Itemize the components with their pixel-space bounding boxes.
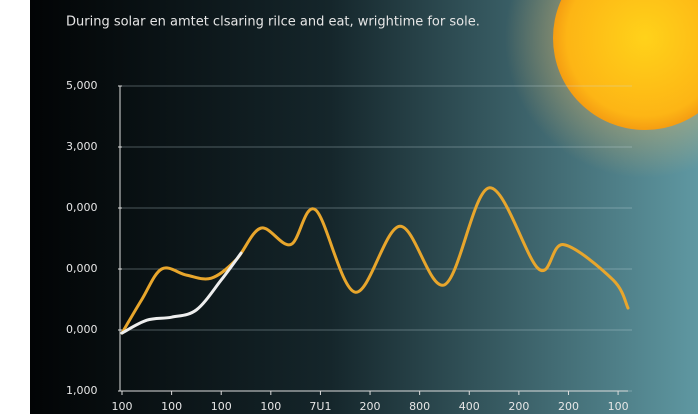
y-tick-label: 1,000 (66, 384, 98, 397)
y-tick-label: 0,000 (66, 262, 98, 275)
x-tick-label: 100 (211, 400, 232, 413)
x-tick-label: 100 (260, 400, 281, 413)
x-tick-label: 100 (112, 400, 133, 413)
x-tick-label: 400 (459, 400, 480, 413)
x-tick-label: 200 (558, 400, 579, 413)
y-tick-label: 3,000 (66, 140, 98, 153)
x-tick-label: 800 (409, 400, 430, 413)
x-tick-label: 100 (161, 400, 182, 413)
line-series (120, 186, 630, 335)
x-tick-label: 200 (360, 400, 381, 413)
y-tick-label: 0,000 (66, 201, 98, 214)
y-tick-label: 5,000 (66, 79, 98, 92)
x-tick-label: 100 (608, 400, 629, 413)
chart-title: During solar en amtet clsaring rilce and… (66, 15, 480, 30)
x-tick-label: 7U1 (309, 400, 331, 413)
x-tick-label: 200 (508, 400, 529, 413)
sun (553, 0, 698, 130)
y-tick-label: 0,000 (66, 323, 98, 336)
line-series (120, 251, 243, 335)
